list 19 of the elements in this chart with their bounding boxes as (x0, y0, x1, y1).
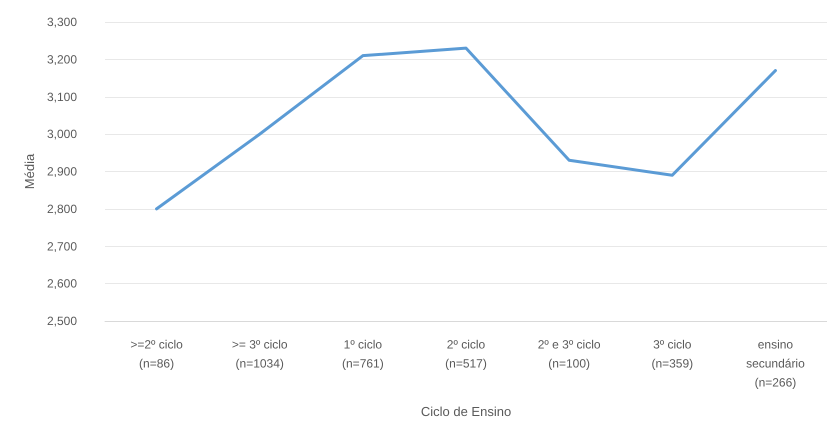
x-tick-label: 2º ciclo (n=517) (445, 338, 487, 370)
x-tick-label: >= 3º ciclo (n=1034) (232, 338, 288, 370)
x-tick-label: ensino secundário (n=266) (746, 338, 806, 390)
y-tick-label: 2,500 (46, 314, 78, 328)
y-tick-label: 2,900 (46, 164, 78, 178)
y-tick-label: 2,800 (46, 202, 78, 216)
y-tick-label: 3,200 (46, 52, 78, 66)
line-series (155, 46, 777, 210)
y-tick-label: 3,300 (46, 15, 78, 29)
y-tick-label: 3,000 (46, 127, 78, 142)
x-tick-label: >=2º ciclo (n=86) (130, 338, 184, 370)
x-tick-label: 1º ciclo (n=761) (342, 338, 384, 370)
x-axis-title: Ciclo de Ensino (420, 404, 512, 419)
y-axis-title: Média (22, 153, 38, 190)
y-tick-label: 2,700 (46, 239, 78, 254)
y-tick-label: 2,600 (46, 276, 78, 291)
y-tick-label: 3,100 (46, 90, 78, 104)
x-tick-label: 2º e 3º ciclo (n=100) (538, 338, 601, 370)
x-tick-label: 3º ciclo (n=359) (651, 338, 694, 370)
